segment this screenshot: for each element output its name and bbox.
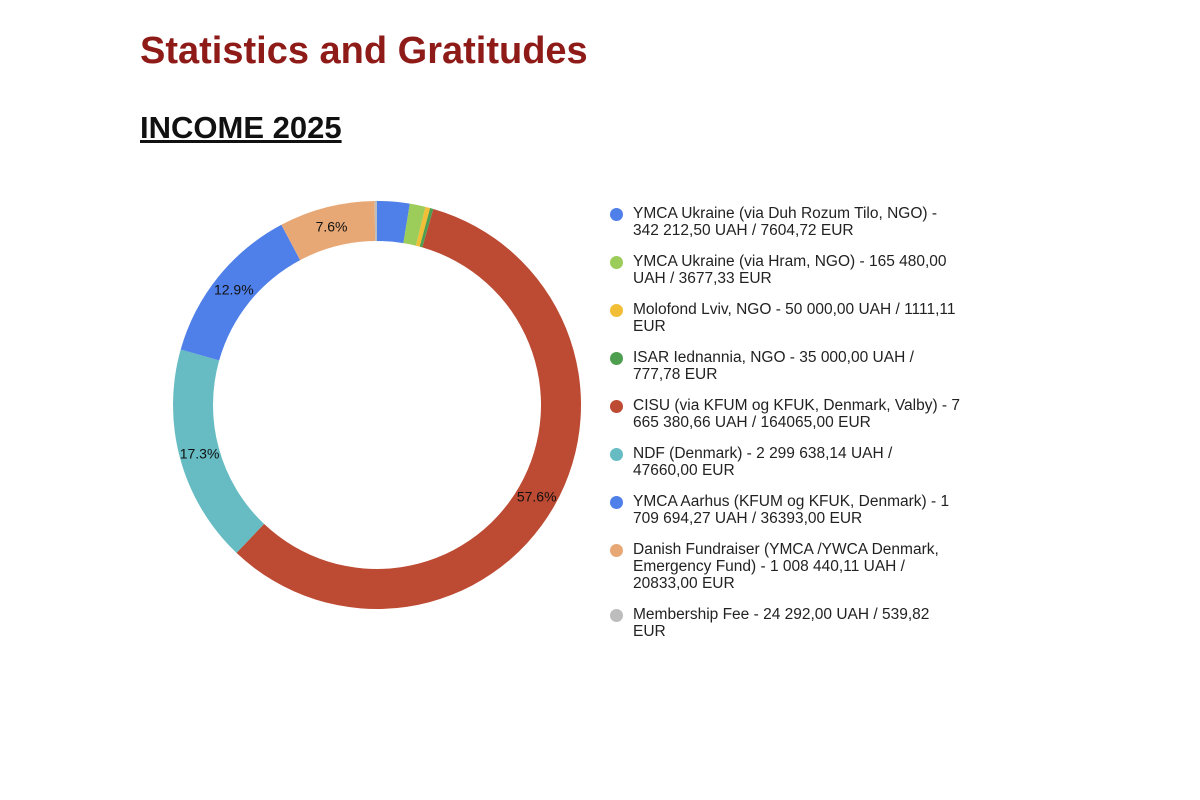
legend-item: CISU (via KFUM og KFUK, Denmark, Valby) … xyxy=(610,397,960,431)
legend-label: Molofond Lviv, NGO - 50 000,00 UAH / 111… xyxy=(633,301,956,335)
legend-label: YMCA Ukraine (via Duh Rozum Tilo, NGO) -… xyxy=(633,205,938,239)
slice-percent-label: 17.3% xyxy=(180,446,220,462)
donut-slice-5 xyxy=(172,349,265,553)
legend-item: ISAR Iednannia, NGO - 35 000,00 UAH / 77… xyxy=(610,349,960,383)
donut-slice-1 xyxy=(403,203,426,246)
legend-item: Membership Fee - 24 292,00 UAH / 539,82 … xyxy=(610,606,960,640)
legend-item: YMCA Ukraine (via Hram, NGO) - 165 480,0… xyxy=(610,253,960,287)
legend-item: Molofond Lviv, NGO - 50 000,00 UAH / 111… xyxy=(610,301,960,335)
legend-dot-icon xyxy=(610,448,623,461)
donut-slice-4 xyxy=(236,208,581,609)
legend-label: NDF (Denmark) - 2 299 638,14 UAH / 47660… xyxy=(633,445,893,479)
legend-item: YMCA Ukraine (via Duh Rozum Tilo, NGO) -… xyxy=(610,205,960,239)
legend-label: YMCA Ukraine (via Hram, NGO) - 165 480,0… xyxy=(633,253,947,287)
legend-label: Danish Fundraiser (YMCA /YWCA Denmark, E… xyxy=(633,541,939,592)
legend-label: YMCA Aarhus (KFUM og KFUK, Denmark) - 1 … xyxy=(633,493,950,527)
legend-dot-icon xyxy=(610,609,623,622)
legend-item: YMCA Aarhus (KFUM og KFUK, Denmark) - 1 … xyxy=(610,493,960,527)
donut-slice-6 xyxy=(180,224,301,361)
slice-percent-label: 7.6% xyxy=(316,219,348,235)
legend-dot-icon xyxy=(610,352,623,365)
slice-percent-label: 12.9% xyxy=(214,281,254,297)
donut-slice-2 xyxy=(415,206,431,247)
legend-item: Danish Fundraiser (YMCA /YWCA Denmark, E… xyxy=(610,541,960,592)
legend-dot-icon xyxy=(610,496,623,509)
donut-slice-7 xyxy=(281,201,376,261)
legend-dot-icon xyxy=(610,256,623,269)
chart-legend: YMCA Ukraine (via Duh Rozum Tilo, NGO) -… xyxy=(610,205,960,654)
legend-dot-icon xyxy=(610,400,623,413)
legend-item: NDF (Denmark) - 2 299 638,14 UAH / 47660… xyxy=(610,445,960,479)
legend-dot-icon xyxy=(610,208,623,221)
donut-slice-8 xyxy=(374,201,377,242)
slice-percent-label: 57.6% xyxy=(517,488,557,504)
legend-label: CISU (via KFUM og KFUK, Denmark, Valby) … xyxy=(633,397,961,431)
chart-title: INCOME 2025 xyxy=(140,110,342,145)
legend-dot-icon xyxy=(610,544,623,557)
donut-slice-0 xyxy=(377,201,410,244)
legend-label: Membership Fee - 24 292,00 UAH / 539,82 … xyxy=(633,606,930,640)
donut-slice-3 xyxy=(419,208,434,248)
page-title: Statistics and Gratitudes xyxy=(140,30,588,72)
legend-label: ISAR Iednannia, NGO - 35 000,00 UAH / 77… xyxy=(633,349,914,383)
donut-chart: 57.6% 17.3% 12.9% 7.6% xyxy=(172,201,581,609)
legend-dot-icon xyxy=(610,304,623,317)
